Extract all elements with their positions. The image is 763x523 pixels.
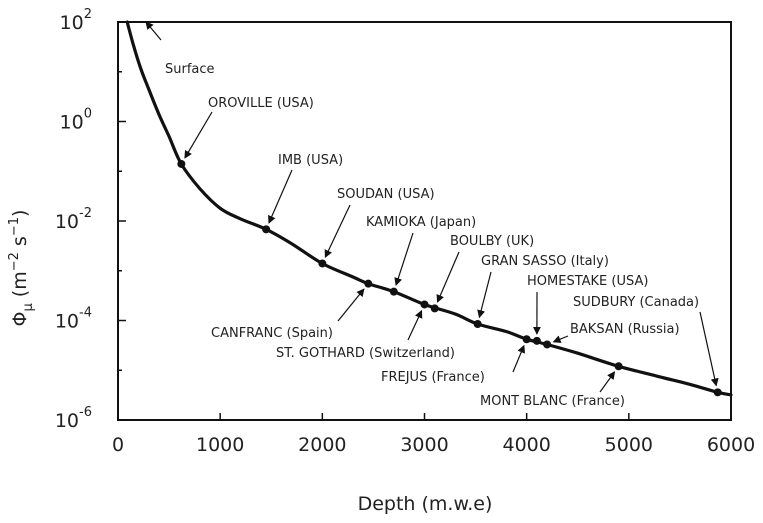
lab-point	[177, 159, 186, 168]
lab-point	[364, 279, 373, 288]
lab-point	[389, 287, 398, 296]
x-tick-label: 6000	[707, 434, 755, 456]
lab-label: Surface	[165, 62, 215, 77]
y-axis-symbol: Φ	[9, 311, 31, 326]
lab-label: BAKSAN (Russia)	[570, 322, 680, 337]
lab-arrow	[552, 335, 569, 343]
lab-point	[543, 340, 552, 349]
y-axis-symbol-sub: μ	[21, 303, 36, 311]
lab-arrow	[145, 21, 162, 41]
y-axis-units-exp2: −1	[7, 217, 22, 236]
lab-label: ST. GOTHARD (Switzerland)	[276, 346, 455, 361]
lab-point	[473, 320, 482, 329]
lab-arrow	[512, 344, 525, 373]
lab-point	[318, 259, 327, 268]
y-tick-label: 102	[60, 7, 92, 34]
x-tick-label: 4000	[502, 434, 550, 456]
lab-point	[420, 300, 429, 309]
lab-label: HOMESTAKE (USA)	[527, 274, 648, 289]
lab-arrow	[477, 271, 492, 319]
lab-label: CANFRANC (Spain)	[211, 326, 333, 341]
y-axis-units-mid: s	[9, 236, 31, 252]
x-tick-label: 5000	[605, 434, 653, 456]
lab-point	[430, 304, 439, 313]
lab-point	[713, 388, 722, 397]
x-tick-label: 2000	[298, 434, 346, 456]
lab-point	[614, 362, 623, 371]
lab-label: FREJUS (France)	[381, 370, 485, 385]
y-tick-label: 10-4	[55, 306, 92, 333]
y-axis-title: Φμ (m−2 s−1)	[7, 210, 36, 327]
lab-arrow	[324, 204, 351, 259]
lab-label: BOULBY (UK)	[450, 234, 534, 249]
lab-arrow	[394, 232, 414, 286]
lab-label: SOUDAN (USA)	[337, 187, 435, 202]
y-tick-label: 10-2	[55, 206, 92, 233]
y-axis-units-exp1: −2	[7, 252, 22, 271]
x-tick-label: 3000	[400, 434, 448, 456]
y-tick-label: 100	[60, 107, 92, 134]
lab-label: SUDBURY (Canada)	[573, 295, 699, 310]
lab-label: MONT BLANC (France)	[480, 394, 625, 409]
lab-arrow	[184, 111, 213, 159]
lab-point	[262, 225, 271, 234]
lab-arrow	[337, 288, 365, 322]
lab-label: OROVILLE (USA)	[208, 96, 314, 111]
flux-curve	[125, 20, 733, 397]
lab-arrow	[407, 309, 423, 341]
lab-label: GRAN SASSO (Italy)	[481, 254, 609, 269]
x-tick-label: 1000	[196, 434, 244, 456]
lab-arrow	[699, 311, 719, 387]
lab-label: KAMIOKA (Japan)	[366, 215, 476, 230]
y-tick-label: 10-6	[55, 405, 92, 432]
lab-arrow	[599, 371, 616, 393]
lab-point	[522, 335, 531, 344]
y-axis-units-close: )	[9, 210, 31, 217]
x-axis-title: Depth (m.w.e)	[358, 493, 493, 515]
lab-point	[532, 336, 541, 345]
x-tick-label: 0	[112, 434, 124, 456]
lab-label: IMB (USA)	[278, 153, 343, 168]
lab-arrow	[268, 169, 293, 224]
y-axis-units-open: (m	[9, 271, 31, 297]
lab-arrow	[436, 251, 460, 303]
